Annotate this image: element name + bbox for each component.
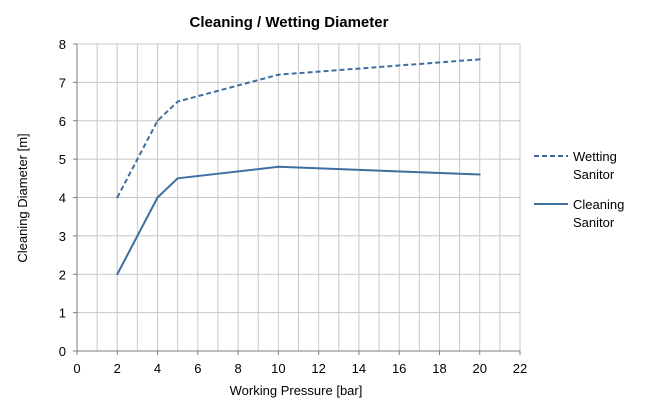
data-point — [156, 196, 159, 199]
chart-title: Cleaning / Wetting Diameter — [190, 14, 389, 31]
y-tick-label: 8 — [59, 37, 66, 52]
x-tick-label: 14 — [352, 361, 366, 376]
legend-label: Sanitor — [573, 215, 615, 230]
data-point — [176, 177, 179, 180]
x-tick-label: 6 — [194, 361, 201, 376]
y-tick-label: 7 — [59, 75, 66, 90]
data-point — [478, 58, 481, 61]
data-point — [116, 273, 119, 276]
y-tick-label: 4 — [59, 191, 66, 206]
data-point — [277, 73, 280, 76]
x-tick-label: 0 — [73, 361, 80, 376]
y-tick-label: 1 — [59, 306, 66, 321]
x-tick-label: 2 — [114, 361, 121, 376]
y-tick-label: 6 — [59, 114, 66, 129]
x-tick-label: 4 — [154, 361, 161, 376]
y-tick-label: 5 — [59, 152, 66, 167]
legend-label: Sanitor — [573, 167, 615, 182]
grid — [77, 43, 521, 351]
data-point — [277, 165, 280, 168]
x-axis-label: Working Pressure [bar] — [230, 383, 363, 398]
data-point — [478, 173, 481, 176]
x-tick-label: 16 — [392, 361, 406, 376]
legend-label: Cleaning — [573, 197, 624, 212]
x-tick-label: 8 — [234, 361, 241, 376]
y-axis-label: Cleaning Diameter [m] — [15, 133, 30, 262]
x-tick-labels: 0 2 4 6 8 10 12 14 16 18 20 22 — [73, 361, 527, 376]
y-tick-label: 0 — [59, 344, 66, 359]
y-tick-label: 2 — [59, 267, 66, 282]
data-point — [176, 100, 179, 103]
axes — [73, 43, 521, 355]
data-point — [156, 119, 159, 122]
series-group — [116, 58, 481, 276]
x-tick-label: 18 — [432, 361, 446, 376]
legend-label: Wetting — [573, 149, 617, 164]
x-tick-label: 12 — [311, 361, 325, 376]
x-tick-label: 20 — [472, 361, 486, 376]
legend: Wetting Sanitor Cleaning Sanitor — [534, 149, 624, 230]
data-point — [116, 196, 119, 199]
y-tick-labels: 0 1 2 3 4 5 6 7 8 — [59, 37, 66, 359]
y-tick-label: 3 — [59, 229, 66, 244]
x-tick-label: 22 — [513, 361, 527, 376]
x-tick-label: 10 — [271, 361, 285, 376]
